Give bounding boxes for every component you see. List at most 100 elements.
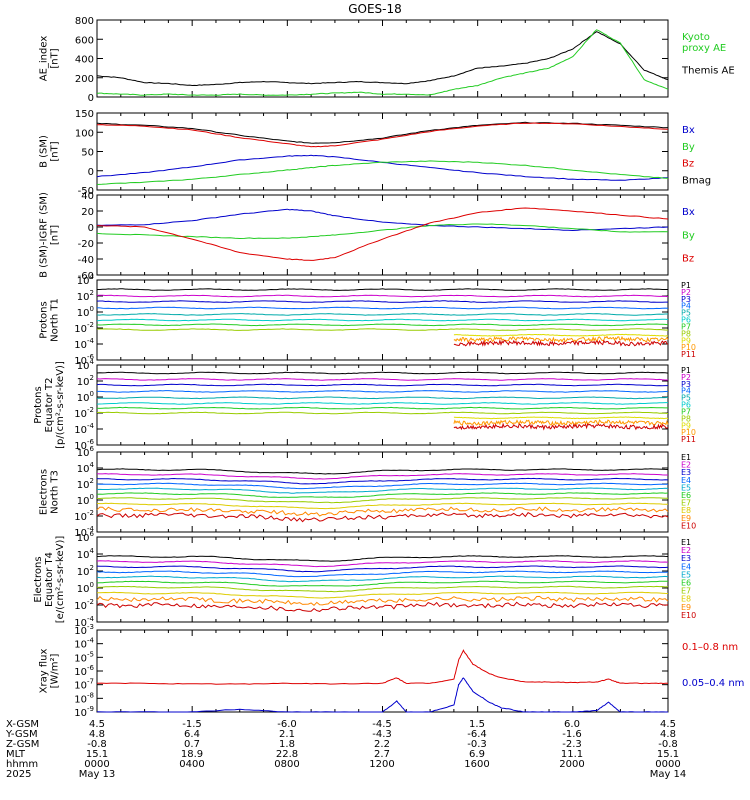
- series-line: [96, 649, 668, 685]
- channel-line: [96, 595, 669, 606]
- channel-label: P4: [681, 387, 691, 396]
- channel-label: E9: [681, 514, 691, 523]
- channel-line: [97, 288, 668, 291]
- y-tick-label: -20: [78, 239, 94, 250]
- x-row-value: -6.0: [277, 719, 297, 730]
- channel-line: [453, 419, 669, 426]
- y-axis-label: Electrons: [33, 556, 44, 602]
- y-tick-label: 0: [88, 223, 94, 234]
- series-line: [96, 31, 669, 87]
- y-tick-label: 0: [88, 93, 94, 104]
- x-row-value: 1600: [464, 759, 489, 770]
- legend-label: Bx: [682, 125, 695, 136]
- channel-label: P5: [681, 309, 691, 318]
- channel-line: [96, 396, 669, 400]
- y-axis-label: AE_index: [39, 36, 50, 82]
- channel-label: E6: [681, 579, 691, 588]
- plot-title: GOES-18: [348, 2, 402, 16]
- y-tick-label: 106: [77, 530, 95, 544]
- series-line: [96, 121, 669, 144]
- panel-frame: [96, 194, 669, 276]
- channel-label: P10: [681, 343, 696, 352]
- y-tick-label: 10-6: [74, 664, 94, 678]
- x-row-value: 4.8: [89, 729, 105, 740]
- channel-line: [96, 492, 669, 498]
- y-tick-label: 104: [77, 273, 95, 287]
- channel-label: P11: [681, 435, 696, 444]
- channel-line: [96, 402, 668, 405]
- y-axis-label: Protons: [39, 301, 50, 338]
- channel-line: [96, 294, 669, 298]
- x-row-value: 6.9: [469, 749, 485, 760]
- x-row-value: 0400: [179, 759, 204, 770]
- x-row-value: 22.8: [276, 749, 298, 760]
- channel-label: E4: [681, 562, 691, 571]
- channel-label: E4: [681, 476, 691, 485]
- y-axis-label: Protons: [33, 386, 44, 423]
- channel-label: P9: [681, 421, 691, 430]
- y-tick-label: 10-8: [74, 691, 94, 705]
- x-row-value: 0000: [84, 759, 109, 770]
- channel-line: [96, 570, 669, 578]
- y-tick-label: 100: [77, 305, 94, 319]
- channel-line: [96, 300, 668, 303]
- channel-label: P6: [681, 401, 691, 410]
- x-row-value: 4.5: [660, 719, 676, 730]
- channel-label: P6: [681, 316, 691, 325]
- legend-label: Bz: [682, 159, 694, 170]
- y-tick-label: 10-3: [74, 623, 94, 637]
- series-line: [96, 122, 669, 148]
- y-axis-label: Equator T2: [44, 378, 55, 433]
- series-line: [96, 677, 668, 713]
- x-row-value: 2000: [559, 759, 584, 770]
- y-tick-label: 600: [75, 35, 94, 46]
- x-row-value: 2.2: [374, 739, 390, 750]
- x-row-value: 0800: [274, 759, 299, 770]
- y-tick-label: 50: [81, 148, 94, 159]
- x-row-value: -0.8: [87, 739, 107, 750]
- y-axis-label: B (SM): [39, 135, 50, 168]
- x-row-value: -1.5: [182, 719, 202, 730]
- y-tick-label: 150: [75, 109, 94, 120]
- channel-label: E5: [681, 483, 691, 492]
- channel-line: [97, 328, 669, 331]
- channel-line: [96, 371, 669, 375]
- x-row-label: MLT: [6, 749, 26, 760]
- y-tick-label: 10-5: [74, 650, 94, 664]
- y-axis-label: B (SM)-IGRF (SM): [39, 192, 50, 278]
- y-tick-label: 0: [88, 167, 94, 178]
- panel-frame: [96, 364, 669, 446]
- y-axis-label: [W/m²]: [50, 653, 61, 688]
- y-tick-label: 104: [77, 547, 95, 561]
- channel-line: [96, 318, 669, 322]
- legend-label: Themis AE: [681, 66, 735, 77]
- x-row-value: -4.3: [372, 729, 392, 740]
- channel-label: P2: [681, 373, 691, 382]
- channel-label: P5: [681, 394, 691, 403]
- x-axis-info: X-GSM 4.5 -1.5 -6.0 -4.5 1.5 6.0 4.5 Y-GSM 4.8 6.4…: [5, 719, 686, 780]
- channel-line: [453, 333, 669, 337]
- channel-line: [453, 422, 669, 431]
- channel-label: P7: [681, 407, 691, 416]
- channel-line: [96, 512, 669, 523]
- y-axis-label: [nT]: [50, 225, 61, 245]
- series-line: [96, 207, 669, 261]
- series-line: [96, 160, 669, 185]
- x-row-value: 11.1: [561, 749, 583, 760]
- x-row-label: Y-GSM: [5, 729, 38, 740]
- y-tick-label: 100: [75, 128, 94, 139]
- channel-line: [96, 555, 669, 562]
- legend-label: Bmag: [682, 175, 711, 186]
- channel-line: [96, 313, 668, 316]
- x-row-value: 2.7: [374, 749, 390, 760]
- legend-label: By: [682, 142, 695, 153]
- channel-label: P3: [681, 380, 691, 389]
- channel-label: P8: [681, 329, 691, 338]
- y-tick-label: 400: [75, 55, 94, 66]
- channel-label: E3: [681, 554, 691, 563]
